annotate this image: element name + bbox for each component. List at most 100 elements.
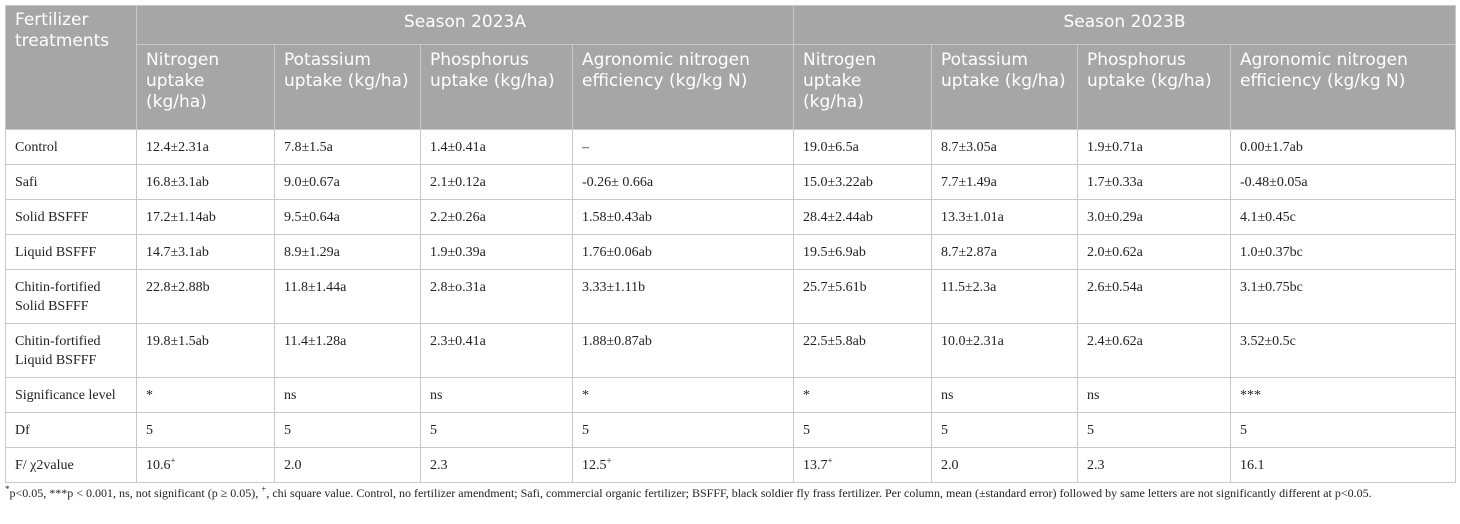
table-cell: 2.2±0.26a <box>420 199 573 235</box>
row-label: F/ χ2value <box>5 447 137 483</box>
table-cell: 1.58±0.43ab <box>572 199 794 235</box>
header-row-columns: Nitrogen uptake (kg/ha) Potassium uptake… <box>6 44 1457 130</box>
table-row: Df 5 5 5 5 5 5 5 5 <box>5 412 1457 448</box>
table-cell: 25.7±5.61b <box>793 269 932 324</box>
table-cell: 2.8±o.31a <box>420 269 573 324</box>
table-row: Safi 16.8±3.1ab 9.0±0.67a 2.1±0.12a -0.26± 0… <box>5 164 1457 200</box>
table-cell: 1.9±0.71a <box>1077 129 1231 165</box>
table-cell: ns <box>420 377 573 413</box>
table-cell: 1.0±0.37bc <box>1229 234 1457 270</box>
table-cell: 1.9±0.39a <box>420 234 573 270</box>
header-phosphorus-uptake-a: Phosphorus uptake (kg/ha) <box>420 44 573 130</box>
table-cell: 17.2±1.14ab <box>136 199 275 235</box>
table-cell: 9.0±0.67a <box>274 164 421 200</box>
table-row: Chitin-fortified Solid BSFFF 22.8±2.88b 11… <box>5 269 1457 324</box>
table-cell: 22.8±2.88b <box>136 269 275 324</box>
table-cell: 8.9±1.29a <box>274 234 421 270</box>
header-nitrogen-uptake-b: Nitrogen uptake (kg/ha) <box>793 44 932 130</box>
footnote-plus: + <box>261 484 267 494</box>
header-fertilizer-treatments: Fertilizer treatments <box>5 5 137 130</box>
table-cell: 1.76±0.06ab <box>572 234 794 270</box>
table-cell: * <box>136 377 275 413</box>
table-cell: 11.4±1.28a <box>274 323 421 378</box>
table-footnote: *p<0.05, ***p < 0.001, ns, not significa… <box>5 485 1455 501</box>
table-cell: 12.5+ <box>572 447 794 483</box>
table-cell: 16.1 <box>1229 447 1457 483</box>
table-cell: 1.88±0.87ab <box>572 323 794 378</box>
table-cell: *** <box>1229 377 1457 413</box>
table-body: Control 12.4±2.31a 7.8±1.5a 1.4±0.41a –19.0±… <box>5 129 1457 483</box>
table-cell: 8.7±3.05a <box>931 129 1078 165</box>
table-cell: 3.1±0.75bc <box>1229 269 1457 324</box>
table-cell: 4.1±0.45c <box>1229 199 1457 235</box>
table-cell: 28.4±2.44ab <box>793 199 932 235</box>
footnote-text-1: p<0.05, ***p < 0.001, ns, not significan… <box>9 486 262 500</box>
table-row: Significance level * ns ns * * ns ns *** <box>5 377 1457 413</box>
table-cell: 2.0 <box>931 447 1078 483</box>
table-cell: 3.52±0.5c <box>1229 323 1457 378</box>
table-cell: 1.4±0.41a <box>420 129 573 165</box>
table-cell: 5 <box>1077 412 1231 448</box>
header-row-groups: Fertilizer treatments Season 2023A Seaso… <box>5 5 1457 130</box>
table-cell: 11.5±2.3a <box>931 269 1078 324</box>
table-cell: 2.3±0.41a <box>420 323 573 378</box>
row-label: Control <box>5 129 137 165</box>
row-label: Chitin-fortified Solid BSFFF <box>5 269 137 324</box>
row-label: Safi <box>5 164 137 200</box>
table-cell: 5 <box>572 412 794 448</box>
table-cell: 5 <box>1229 412 1457 448</box>
table-row: Chitin-fortified Liquid BSFFF 19.8±1.5ab 1… <box>5 323 1457 378</box>
table-cell: 2.3 <box>1077 447 1231 483</box>
table-cell: 5 <box>931 412 1078 448</box>
table-cell: 1.7±0.33a <box>1077 164 1231 200</box>
header-season-2023b: Season 2023B <box>792 5 1457 45</box>
header-potassium-uptake-a: Potassium uptake (kg/ha) <box>274 44 421 130</box>
table-cell: * <box>572 377 794 413</box>
table-cell: – <box>572 129 794 165</box>
table-cell: ns <box>274 377 421 413</box>
header-potassium-uptake-b: Potassium uptake (kg/ha) <box>931 44 1078 130</box>
table-cell: 9.5±0.64a <box>274 199 421 235</box>
row-label: Df <box>5 412 137 448</box>
table-row: Liquid BSFFF 14.7±3.1ab 8.9±1.29a 1.9±0.39a… <box>5 234 1457 270</box>
data-table: Fertilizer treatments Season 2023A Seaso… <box>5 5 1457 483</box>
row-label: Significance level <box>5 377 137 413</box>
table-cell: 3.33±1.11b <box>572 269 794 324</box>
table-cell: * <box>793 377 932 413</box>
table-cell: 2.6±0.54a <box>1077 269 1231 324</box>
header-season-2023a: Season 2023A <box>136 5 794 45</box>
table-cell: 15.0±3.22ab <box>793 164 932 200</box>
table-cell: -0.48±0.05a <box>1229 164 1457 200</box>
table-cell: 3.0±0.29a <box>1077 199 1231 235</box>
table-cell: 12.4±2.31a <box>136 129 275 165</box>
table-cell: 14.7±3.1ab <box>136 234 275 270</box>
table-cell: 11.8±1.44a <box>274 269 421 324</box>
table-cell: 22.5±5.8ab <box>793 323 932 378</box>
table-cell: 2.4±0.62a <box>1077 323 1231 378</box>
table-row: Solid BSFFF 17.2±1.14ab 9.5±0.64a 2.2±0.26a… <box>5 199 1457 235</box>
table-cell: -0.26± 0.66a <box>572 164 794 200</box>
table-cell: 10.0±2.31a <box>931 323 1078 378</box>
header-phosphorus-uptake-b: Phosphorus uptake (kg/ha) <box>1077 44 1231 130</box>
header-agronomic-efficiency-b: Agronomic nitrogen efficiency (kg/kg N) <box>1229 44 1457 130</box>
header-agronomic-efficiency-a: Agronomic nitrogen efficiency (kg/kg N) <box>572 44 794 130</box>
table-cell: 19.0±6.5a <box>793 129 932 165</box>
table-cell: 7.7±1.49a <box>931 164 1078 200</box>
table-cell: 19.8±1.5ab <box>136 323 275 378</box>
header-nitrogen-uptake-a: Nitrogen uptake (kg/ha) <box>136 44 275 130</box>
footnote-star: * <box>5 484 10 494</box>
row-label: Chitin-fortified Liquid BSFFF <box>5 323 137 378</box>
footnote-text-2: , chi square value. Control, no fertiliz… <box>266 486 1372 500</box>
table-cell: 13.3±1.01a <box>931 199 1078 235</box>
table-cell: 13.7+ <box>793 447 932 483</box>
table-cell: 5 <box>274 412 421 448</box>
table-cell: 7.8±1.5a <box>274 129 421 165</box>
table-cell: 10.6+ <box>136 447 275 483</box>
table-row-f-value: F/ χ2value 10.6+ 2.0 2.3 12.5+ 13.7+ 2.0… <box>5 447 1457 483</box>
row-label: Liquid BSFFF <box>5 234 137 270</box>
table-cell: 19.5±6.9ab <box>793 234 932 270</box>
table-cell: 2.0±0.62a <box>1077 234 1231 270</box>
table-container: Fertilizer treatments Season 2023A Seaso… <box>5 5 1457 483</box>
table-cell: 2.3 <box>420 447 573 483</box>
table-cell: ns <box>1077 377 1231 413</box>
